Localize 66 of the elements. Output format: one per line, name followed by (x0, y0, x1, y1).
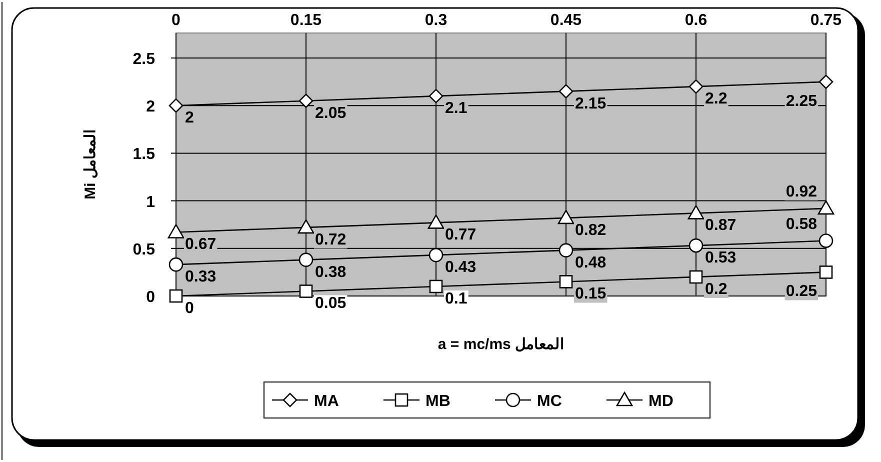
legend-label: MB (426, 393, 450, 410)
point (428, 88, 444, 104)
x-tick-label: 0 (172, 12, 181, 29)
x-tick-label: 0.3 (424, 12, 448, 29)
data-label: 2.05 (315, 104, 346, 122)
data-label: 0.15 (575, 286, 606, 303)
point (558, 210, 574, 224)
point (818, 200, 834, 215)
point (428, 248, 444, 262)
data-label: 0.77 (445, 226, 476, 244)
x-tick-label: 0.75 (810, 12, 842, 29)
data-label: 0.58 (786, 216, 818, 233)
point (689, 270, 703, 284)
point (168, 98, 184, 113)
point (558, 84, 574, 98)
y-tick-label: 0.5 (132, 241, 156, 258)
data-label: 0.87 (705, 217, 736, 234)
y-tick-label: 2 (146, 98, 156, 116)
point (688, 238, 704, 253)
data-label: 0 (185, 300, 194, 317)
y-tick-label: 0 (146, 289, 156, 306)
data-label: 2 (185, 110, 194, 127)
point (298, 219, 314, 234)
point (298, 252, 314, 267)
y-tick-label: 1.5 (132, 146, 156, 164)
data-label: 0.43 (445, 259, 476, 276)
legend-label: MC (537, 393, 562, 410)
data-label: 0.33 (185, 268, 216, 286)
data-label: 2.1 (445, 100, 468, 118)
data-label: 0.67 (185, 236, 216, 254)
data-label: 2.25 (786, 92, 818, 110)
y-axis-title: Mi المعامل (82, 130, 99, 200)
point (168, 257, 184, 272)
point (428, 214, 444, 229)
y-tick-label: 2.5 (132, 51, 156, 68)
data-label: 0.05 (315, 295, 346, 312)
data-label: 0.25 (786, 283, 818, 300)
point (558, 243, 574, 258)
data-label: 0.48 (575, 254, 606, 272)
data-label: 0.38 (315, 264, 346, 281)
data-label: 0.1 (445, 290, 468, 308)
point (819, 266, 833, 279)
point (688, 205, 704, 220)
x-tick-label: 0.15 (290, 12, 322, 29)
x-axis-title: a = mc/ms المعامل (438, 336, 564, 353)
point (818, 74, 834, 89)
data-label: 0.92 (786, 183, 818, 200)
data-label: 2.15 (575, 95, 606, 112)
data-label: 0.53 (705, 250, 736, 267)
y-tick-label: 1 (146, 194, 156, 211)
data-label: 0.82 (575, 222, 606, 239)
data-label: 0.72 (315, 231, 346, 248)
legend-label: MA (314, 393, 340, 410)
data-label: 0.2 (705, 280, 728, 298)
x-tick-label: 0.6 (684, 12, 708, 29)
point (429, 280, 443, 294)
data-label: 2.2 (705, 90, 728, 108)
point (559, 275, 573, 288)
point (298, 94, 314, 108)
point (299, 284, 313, 298)
point (688, 79, 704, 94)
point (818, 234, 834, 248)
legend-label: MD (648, 393, 674, 410)
x-tick-label: 0.45 (550, 12, 582, 29)
point (168, 224, 184, 238)
point (169, 289, 183, 303)
